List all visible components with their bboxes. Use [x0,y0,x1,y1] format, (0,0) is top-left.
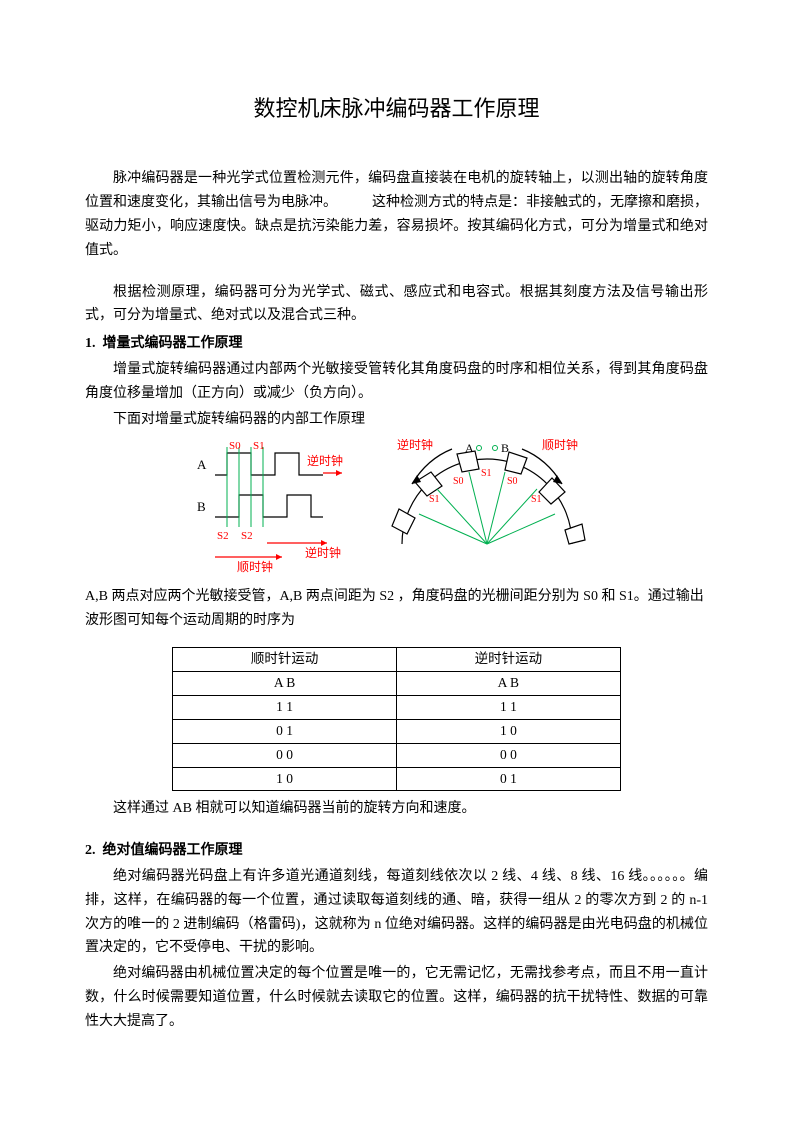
section-1-post-diagram: A,B 两点对应两个光敏接受管，A,B 两点间距为 S2 ，角度码盘的光栅间距分… [85,585,708,633]
encoder-diagram: A B S0 S1 S2 S2 逆时钟 逆时钟 顺时钟 [85,439,708,579]
encoder-disk: S1 S0 S1 S0 S1 A B S2 逆时钟 顺时钟 [392,439,585,544]
table-cell: 1 0 [396,719,620,743]
label-ccw-top: 逆时钟 [307,453,343,468]
label-cw-bottom: 顺时钟 [237,559,273,574]
table-row: A B A B [173,671,621,695]
label-ccw-bottom: 逆时钟 [305,545,341,560]
disk-ccw: 逆时钟 [397,439,433,452]
motion-table: 顺时针运动 逆时针运动 A B A B 1 1 1 1 0 1 1 0 0 0 … [172,647,621,792]
table-header-cw: 顺时针运动 [173,647,397,671]
label-b: B [197,499,206,514]
section-1-p2: 下面对增量式旋转编码器的内部工作原理 [85,408,708,432]
disk-cw: 顺时钟 [542,439,578,452]
table-cell: A B [173,671,397,695]
disk-s2: S2 [481,439,492,442]
label-s0-top: S0 [229,440,241,452]
section-2-p2: 绝对编码器由机械位置决定的每个位置是唯一的，它无需记忆，无需找参考点，而且不用一… [85,962,708,1033]
table-cell: 0 0 [396,743,620,767]
section-1-heading: 1. 增量式编码器工作原理 [85,332,708,356]
table-row: 0 1 1 0 [173,719,621,743]
table-cell: A B [396,671,620,695]
intro-paragraph-2: 根据检测原理，编码器可分为光学式、磁式、感应式和电容式。根据其刻度方法及信号输出… [85,281,708,329]
table-cell: 0 0 [173,743,397,767]
waveform-a: A [197,453,323,475]
label-a: A [197,457,207,472]
section-2-heading: 2. 绝对值编码器工作原理 [85,839,708,863]
section-2-p1: 绝对编码器光码盘上有许多道光通道刻线，每道刻线依次以 2 线、4 线、8 线、1… [85,865,708,960]
page-title: 数控机床脉冲编码器工作原理 [85,90,708,127]
label-s2-2: S2 [241,530,253,542]
disk-label-b: B [501,441,509,455]
intro-paragraph-1: 脉冲编码器是一种光学式位置检测元件，编码盘直接装在电机的旋转轴上，以测出轴的旋转… [85,167,708,262]
disk-s1-3: S1 [531,494,542,505]
table-cell: 0 1 [396,767,620,791]
label-s1-top: S1 [253,440,265,452]
table-cell: 1 1 [173,695,397,719]
table-header-ccw: 逆时针运动 [396,647,620,671]
section-1-p1: 增量式旋转编码器通过内部两个光敏接受管转化其角度码盘的时序和相位关系，得到其角度… [85,358,708,406]
label-s2-1: S2 [217,530,229,542]
waveform-b: B [197,495,323,517]
disk-label-a: A [465,441,474,455]
table-row: 1 0 0 1 [173,767,621,791]
table-row: 顺时针运动 逆时针运动 [173,647,621,671]
table-caption: 这样通过 AB 相就可以知道编码器当前的旋转方向和速度。 [85,797,708,821]
table-row: 1 1 1 1 [173,695,621,719]
disk-s1-2: S1 [481,468,492,479]
disk-s0-2: S0 [507,476,518,487]
table-cell: 1 0 [173,767,397,791]
disk-s0-1: S0 [453,476,464,487]
table-cell: 1 1 [396,695,620,719]
disk-s1-1: S1 [429,494,440,505]
table-cell: 0 1 [173,719,397,743]
encoder-diagram-svg: A B S0 S1 S2 S2 逆时钟 逆时钟 顺时钟 [187,439,607,579]
table-row: 0 0 0 0 [173,743,621,767]
